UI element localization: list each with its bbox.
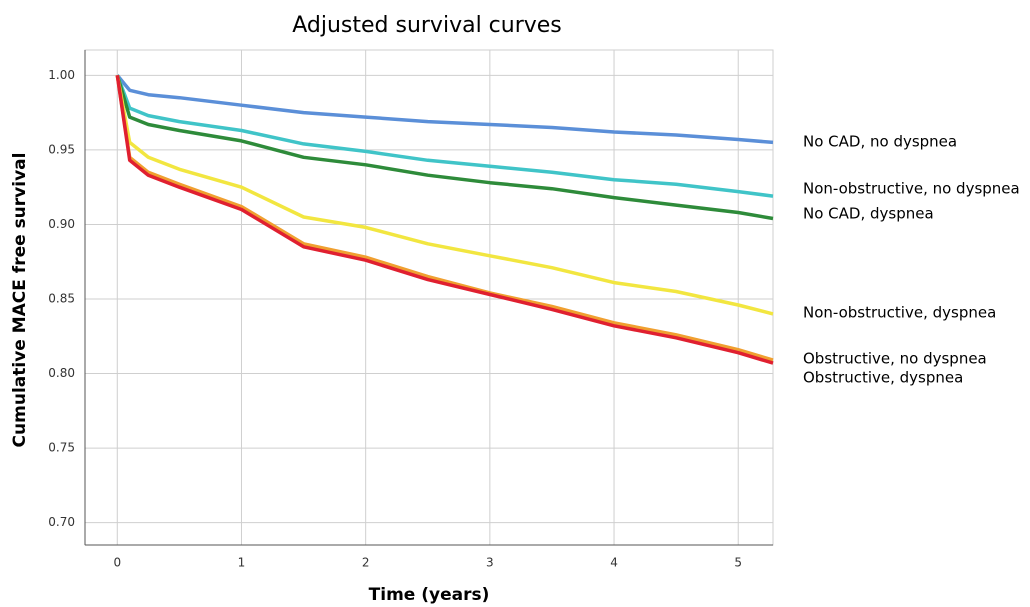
- x-tick-label: 5: [734, 556, 742, 570]
- survival-line: [115, 75, 774, 362]
- y-tick-label: 1.00: [48, 68, 75, 82]
- legend-label: Non-obstructive, dyspnea: [803, 304, 996, 322]
- x-tick-label: 0: [113, 556, 121, 570]
- survival-line: [115, 75, 774, 365]
- legend-label: Non-obstructive, no dyspnea: [803, 180, 1020, 198]
- survival-line: [115, 74, 774, 145]
- y-axis-label: Cumulative MACE free survival: [10, 153, 30, 448]
- legend-label: No CAD, no dyspnea: [803, 133, 957, 151]
- survival-line: [115, 74, 774, 198]
- y-tick-label: 0.85: [48, 291, 75, 305]
- y-tick-label: 0.70: [48, 515, 75, 529]
- legend-label: Obstructive, no dyspnea: [803, 350, 987, 368]
- x-tick-label: 3: [486, 556, 494, 570]
- y-tick-label: 0.75: [48, 441, 75, 455]
- chart-title: Adjusted survival curves: [292, 13, 562, 38]
- x-axis-label: Time (years): [369, 585, 490, 605]
- y-tick-label: 0.80: [48, 366, 75, 380]
- x-tick-label: 4: [610, 556, 618, 570]
- survival-line: [115, 74, 774, 316]
- y-tick-label: 0.95: [48, 142, 75, 156]
- y-tick-label: 0.90: [48, 217, 75, 231]
- legend-label: Obstructive, dyspnea: [803, 369, 963, 387]
- x-tick-label: 2: [362, 556, 370, 570]
- survival-line: [115, 74, 774, 221]
- x-tick-label: 1: [238, 556, 246, 570]
- legend-label: No CAD, dyspnea: [803, 205, 934, 223]
